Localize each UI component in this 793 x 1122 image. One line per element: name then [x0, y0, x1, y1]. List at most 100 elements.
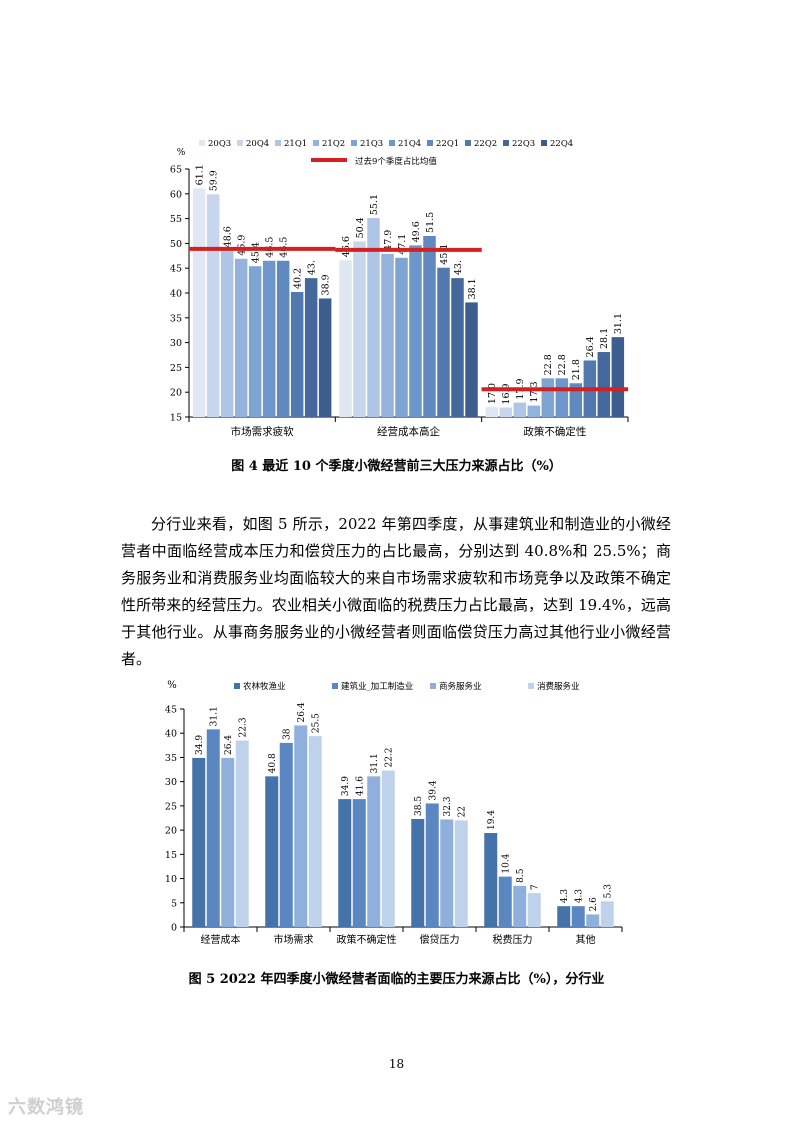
y-tick-label: 55	[170, 214, 182, 225]
legend-swatch	[275, 140, 281, 146]
legend-label: 22Q1	[436, 139, 459, 149]
data-label: 31.1	[370, 753, 380, 773]
legend-swatch	[427, 140, 433, 146]
y-tick-label: 0	[171, 923, 177, 934]
data-label: 22.8	[557, 354, 568, 375]
bar	[308, 736, 322, 927]
y-tick-label: 40	[170, 289, 182, 300]
bar	[235, 740, 249, 927]
x-category-label: 市场需求	[274, 933, 314, 946]
bar	[425, 803, 439, 927]
bar	[318, 298, 332, 417]
x-category-label: 政策不确定性	[337, 933, 397, 946]
y-tick-label: 35	[170, 313, 182, 324]
legend-label: 21Q1	[284, 139, 307, 149]
data-label: 59.9	[208, 170, 219, 191]
legend-label: 商务服务业	[439, 681, 482, 692]
bar	[451, 278, 464, 417]
y-tick-label: 60	[170, 189, 182, 200]
bar	[381, 253, 394, 417]
legend-label: 22Q3	[512, 139, 535, 149]
y-tick-label: 30	[170, 338, 182, 349]
data-label: 41.6	[355, 776, 365, 796]
y-tick-label: 15	[170, 413, 182, 424]
figure-5-svg: 0 5 10 15 20 25 30 35 40 45% 经营成本 市场需求 政策不确定性 偿贷压力 税费压…	[165, 680, 623, 946]
data-label: 50.4	[355, 217, 366, 238]
bar	[465, 302, 478, 417]
data-label: 22.2	[384, 747, 394, 767]
legend-swatch	[313, 140, 319, 146]
data-label: 48.6	[222, 226, 233, 247]
bar	[339, 260, 352, 417]
data-label: 43.	[306, 260, 317, 275]
data-label: 38.9	[320, 274, 331, 295]
bar	[352, 799, 366, 927]
bar	[290, 292, 304, 417]
bar	[423, 235, 436, 417]
bar	[513, 402, 527, 417]
bar	[454, 820, 468, 927]
data-label: 19.4	[487, 810, 497, 830]
bar	[206, 729, 220, 927]
data-label: 38.5	[414, 796, 424, 816]
y-tick-label: 20	[165, 826, 177, 837]
legend-label: 22Q2	[474, 139, 497, 149]
data-label: 7	[530, 884, 540, 890]
legend-swatch	[430, 683, 436, 689]
bar	[437, 267, 450, 417]
figure-5-chart: 0 5 10 15 20 25 30 35 40 45% 经营成本 市场需求 政策不确定性 偿贷压力 税费压…	[0, 672, 793, 992]
bar	[409, 245, 422, 417]
data-label: 10.4	[501, 853, 511, 873]
legend-swatch	[351, 140, 357, 146]
body-paragraph: 分行业来看，如图 5 所示，2022 年第四季度，从事建筑业和制造业的小微经营者…	[121, 515, 671, 668]
data-label: 28.1	[599, 328, 610, 349]
x-category-label: 市场需求疲软	[231, 425, 294, 438]
x-category-label: 经营成本高企	[377, 425, 440, 438]
y-tick-label: 65	[170, 165, 182, 176]
data-label: 2.6	[589, 897, 599, 912]
bar	[395, 257, 408, 417]
data-label: 16.9	[501, 383, 512, 404]
data-label: 32.3	[443, 796, 453, 816]
bar	[265, 776, 279, 927]
data-label: 26.4	[297, 702, 307, 722]
data-label: 34.9	[341, 776, 351, 796]
bar	[294, 725, 308, 927]
bar	[234, 258, 248, 417]
bar	[279, 742, 293, 927]
data-label: 49.6	[411, 221, 422, 242]
y-tick-label: 30	[165, 777, 177, 788]
legend-swatch	[332, 683, 338, 689]
bar	[541, 378, 555, 417]
legend-label: 20Q4	[246, 139, 269, 149]
bar	[484, 833, 498, 927]
y-tick-label: 25	[170, 363, 182, 374]
x-category-label: 税费压力	[493, 933, 533, 946]
bar	[557, 906, 571, 927]
data-label: 21.8	[571, 359, 582, 380]
data-label: 31.1	[209, 706, 219, 726]
legend-label: 21Q2	[322, 139, 345, 149]
data-label: 26.4	[585, 336, 596, 357]
legend-swatch	[199, 140, 205, 146]
data-label: 46.6	[341, 236, 352, 257]
bar	[498, 876, 512, 927]
data-label: 25.5	[311, 713, 321, 733]
bar	[597, 352, 611, 417]
bar	[555, 378, 569, 417]
data-label: 4.3	[574, 889, 584, 904]
bar	[248, 266, 262, 417]
figure-4-svg: 15 20 25 30 35 40 45 50 55 60 65% 市场需求疲软 经营成本高企 政策不确定…	[170, 139, 629, 438]
data-label: 8.5	[516, 868, 526, 883]
y-tick-label: 45	[165, 705, 177, 716]
bar	[192, 757, 206, 927]
y-tick-label: 15	[165, 850, 177, 861]
bar	[381, 770, 395, 927]
data-label: 40.2	[292, 268, 303, 289]
data-label: 22.3	[238, 717, 248, 737]
legend-swatch	[389, 140, 395, 146]
legend-label: 20Q3	[208, 139, 231, 149]
data-label: 51.5	[425, 212, 436, 233]
data-label: 38.1	[467, 278, 478, 299]
bar	[367, 776, 381, 927]
